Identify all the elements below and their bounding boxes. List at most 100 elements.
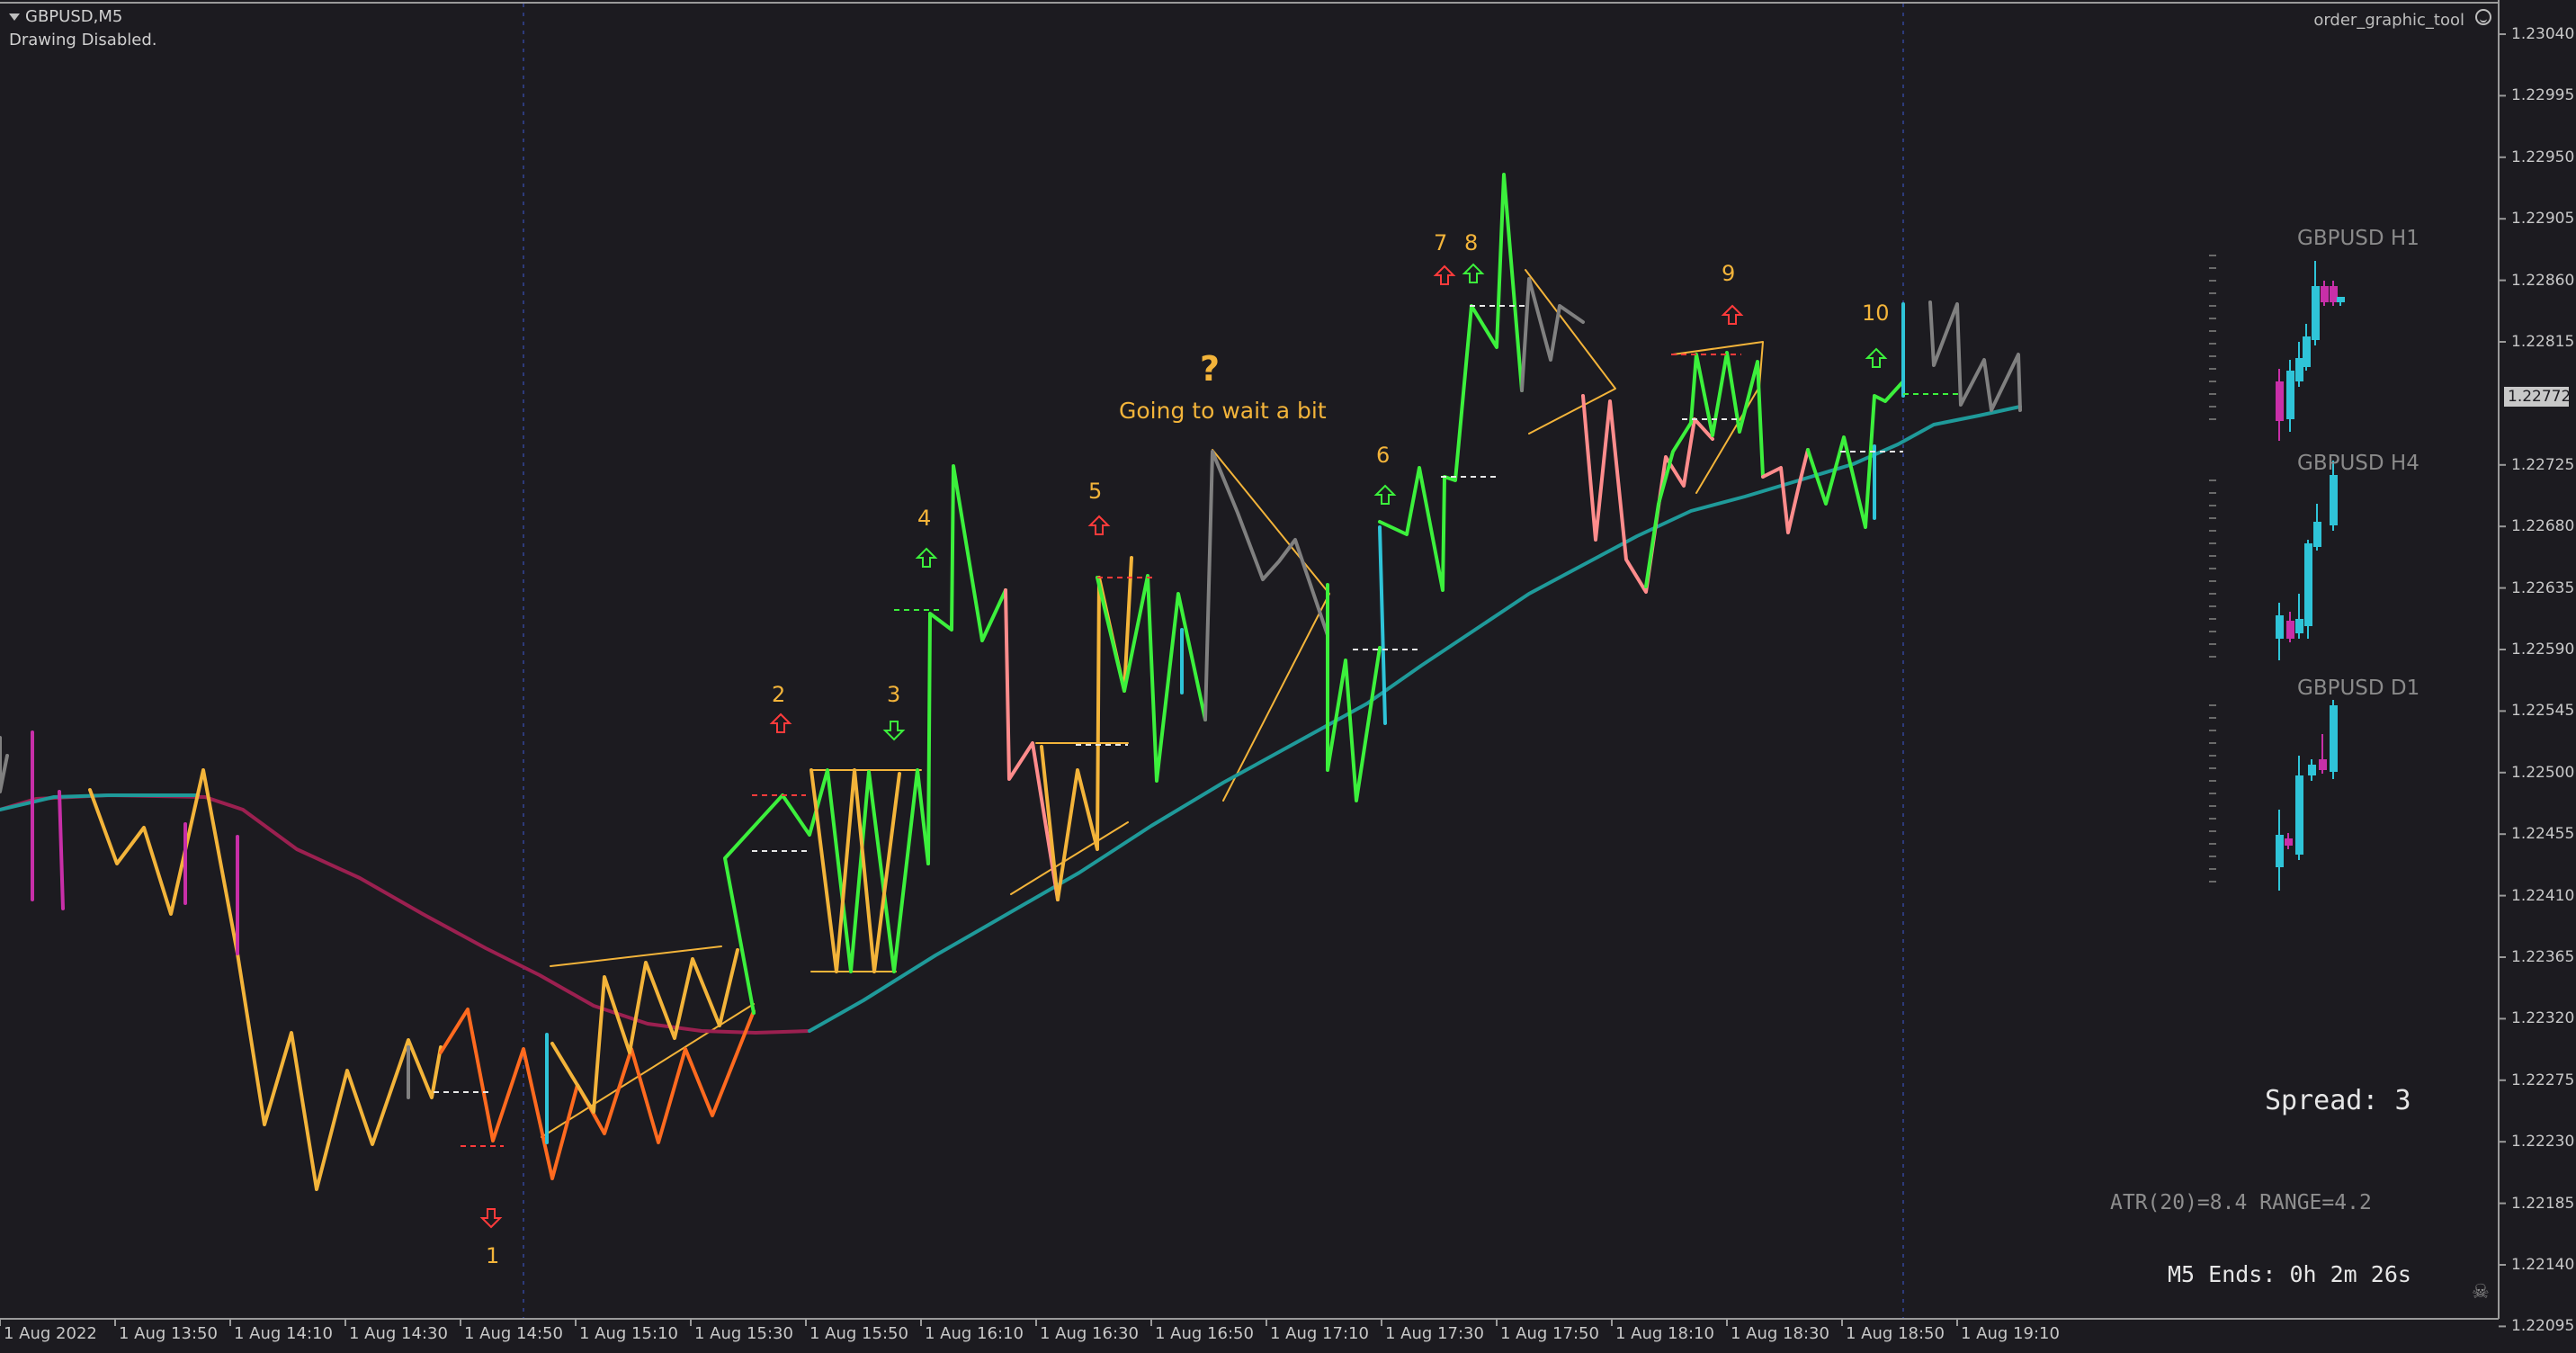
price-bar-path [1203,450,1329,721]
price-bar-path [58,790,65,910]
time-tick-label: 1 Aug 18:50 [1846,1324,1945,1343]
mtf-candle [2285,838,2293,846]
pattern-line [550,945,722,967]
price-tick-label: 1.22680 [2511,517,2575,536]
price-bar-path [0,736,9,793]
question-mark: ? [1200,349,1221,389]
drawing-status: Drawing Disabled. [9,31,157,49]
mtf-candle [2295,619,2303,633]
time-tick-label: 1 Aug 16:50 [1155,1324,1254,1343]
price-tick-label: 1.22635 [2511,578,2575,597]
price-tick-label: 1.22410 [2511,886,2575,905]
mtf-candle [2312,286,2320,340]
price-tick-label: 1.23040 [2511,25,2575,43]
price-tick-label: 1.22905 [2511,210,2575,228]
price-tick-label: 1.22500 [2511,763,2575,782]
arrow-up-icon [1462,263,1485,283]
pattern-line [1672,341,1764,494]
price-bar-path [1644,351,1765,588]
signal-number: 1 [486,1243,500,1268]
arrow-down-icon [479,1208,503,1229]
price-bar-path [88,768,443,1191]
arrow-up-icon [769,712,792,733]
price-tick-label: 1.22140 [2511,1256,2575,1274]
order-graphic-tool-label[interactable]: order_graphic_tool [2313,11,2464,30]
arrow-up-icon [1087,515,1111,535]
pattern-line [1525,269,1616,435]
moving-average-line [0,793,811,1035]
price-bar-path [439,1008,756,1180]
mtf-h1-title: GBPUSD H1 [2297,227,2419,250]
pattern-line [1010,821,1129,895]
mtf-candle [2276,835,2284,867]
smiley-icon [2475,9,2491,25]
signal-number: 6 [1376,443,1391,468]
time-tick-label: 1 Aug 15:50 [809,1324,908,1343]
arrow-up-icon [1433,264,1456,285]
price-bar-path [1928,300,2022,412]
time-tick-label: 1 Aug 15:30 [694,1324,793,1343]
mtf-candle [2337,297,2345,302]
arrow-up-icon [1865,347,1888,368]
price-bar-path [1326,583,1382,802]
signal-number: 5 [1088,479,1103,504]
menu-caret-icon[interactable] [9,13,20,21]
time-tick-label: 1 Aug 17:30 [1385,1324,1484,1343]
wait-note: Going to wait a bit [1119,398,1327,424]
current-price-tag: 1.22772 [2504,387,2571,407]
time-tick-label: 1 Aug 17:10 [1270,1324,1369,1343]
spread-readout: Spread: 3 [2265,1085,2411,1116]
mtf-candle [2330,475,2338,525]
time-tick-label: 1 Aug 14:50 [464,1324,563,1343]
price-bar-path [1004,588,1060,901]
time-tick-label: 1 Aug 2022 [4,1324,97,1343]
time-tick-label: 1 Aug 16:10 [925,1324,1024,1343]
price-bar-path [723,768,930,1015]
time-tick-label: 1 Aug 15:10 [579,1324,678,1343]
price-tick-label: 1.22095 [2511,1317,2575,1336]
mtf-candle [2303,336,2311,367]
price-bar-path [926,464,1007,865]
price-tick-label: 1.22320 [2511,1009,2575,1028]
signal-number: 7 [1434,230,1448,255]
arrow-up-icon [1373,484,1397,505]
price-tick-label: 1.22590 [2511,641,2575,659]
time-tick-label: 1 Aug 19:10 [1961,1324,2060,1343]
price-tick-label: 1.22725 [2511,455,2575,474]
mtf-candle [2295,775,2303,855]
symbol-header[interactable]: GBPUSD,M5 [9,7,122,26]
price-bar-path [1520,277,1585,392]
price-bar-path [1378,525,1387,725]
time-tick-label: 1 Aug 18:10 [1615,1324,1714,1343]
arrow-up-icon [915,547,938,568]
signal-number: 10 [1862,300,1890,326]
price-tick-label: 1.22275 [2511,1071,2575,1089]
time-tick-label: 1 Aug 14:30 [349,1324,448,1343]
mtf-candle [2313,522,2321,547]
price-bar-path [1761,448,1810,534]
signal-number: 9 [1722,261,1736,286]
price-tick-label: 1.22185 [2511,1194,2575,1213]
mtf-candle [2321,286,2329,302]
signal-number: 2 [772,682,786,707]
price-bar-path [809,768,901,973]
mtf-h4-title: GBPUSD H4 [2297,452,2419,475]
mtf-candle [2304,543,2312,626]
price-tick-label: 1.22455 [2511,825,2575,844]
skull-icon: ☠ [2472,1281,2490,1304]
mtf-candle [2276,615,2284,639]
price-bar-path [550,948,739,1114]
price-bar-path [1581,394,1714,594]
price-bar-path [1806,380,1905,529]
atr-readout: ATR(20)=8.4 RANGE=4.2 [2110,1191,2372,1214]
time-tick-label: 1 Aug 13:50 [119,1324,218,1343]
time-tick-label: 1 Aug 14:10 [234,1324,333,1343]
symbol-label: GBPUSD,M5 [25,7,123,26]
price-tick-label: 1.22230 [2511,1133,2575,1151]
price-tick-label: 1.22365 [2511,948,2575,966]
price-tick-label: 1.22950 [2511,148,2575,166]
mtf-candle [2286,371,2294,419]
pattern-line [1212,449,1330,802]
mtf-candle [2295,358,2303,381]
